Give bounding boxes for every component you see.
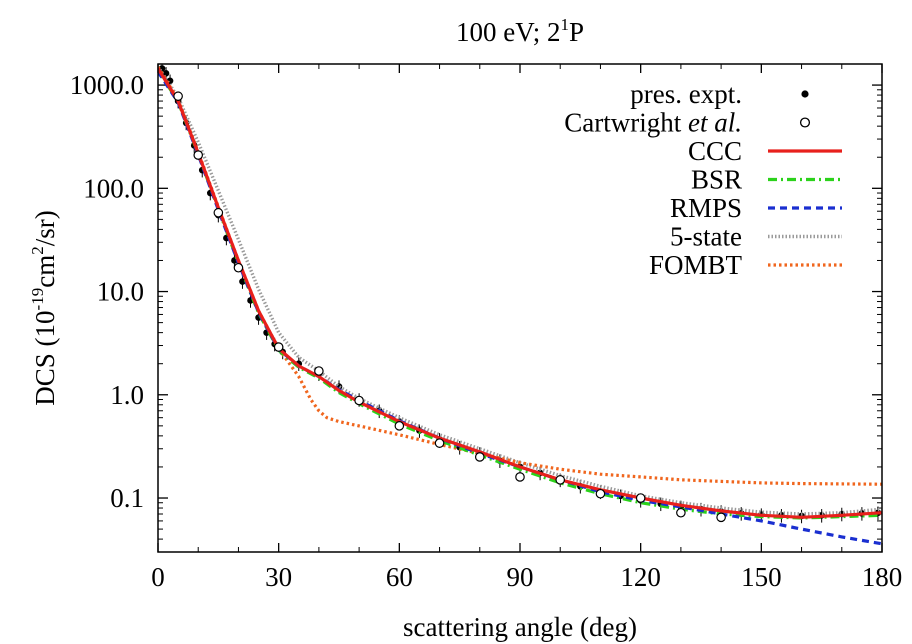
data-point-open [515,472,525,482]
data-point-open [474,452,485,462]
data-point-open [354,395,364,406]
data-point-open [676,507,686,518]
series-cartwright [173,91,726,523]
plot-series [158,64,882,546]
data-point-open [273,342,284,352]
series-line-5-state [158,65,882,516]
legend-label: CCC [688,136,742,166]
y-tick-label: 100.0 [83,173,144,203]
legend-label: Cartwright et al. [564,108,742,138]
data-point-open [213,207,224,218]
x-tick-label: 90 [507,562,534,592]
plot-frame [157,63,883,553]
data-point-open [555,475,566,485]
y-tick-label: 1000.0 [70,70,144,100]
legend-label: 5-state [670,222,742,252]
y-tick-label: 10.0 [97,277,144,307]
series-pres-expt [158,64,882,524]
series-line-ccc [158,67,882,519]
y-axis-label: DCS (10-19cm2/sr) [28,210,60,405]
legend: pres. expt.Cartwright et al.CCCBSRRMPS5-… [564,79,842,280]
legend-label: FOMBT [649,250,743,280]
data-point-open [173,91,183,102]
legend-label: pres. expt. [630,79,742,109]
series-line-fombt [158,66,882,486]
chart-title: 100 eV; 21P [456,15,584,47]
data-point-open [716,512,726,523]
legend-swatch [799,117,811,128]
axis-ticks: 0 30 60 90 120 150 180 0.1 1.0 10.0 100.0 1000.0 [70,64,903,592]
y-tick-label: 0.1 [110,483,144,513]
x-axis-label: scattering angle (deg) [403,612,637,642]
data-point [162,70,170,77]
data-point-open [595,488,606,499]
x-tick-label: 120 [620,562,661,592]
legend-label: BSR [691,165,742,195]
legend-label: RMPS [670,193,742,223]
data-point-open [233,262,244,273]
data-point-open [394,421,405,431]
x-tick-label: 30 [265,562,292,592]
data-point-open [635,493,646,503]
x-tick-label: 0 [151,562,165,592]
x-tick-label: 180 [862,562,903,592]
data-point-open [314,366,324,376]
x-tick-label: 60 [386,562,413,592]
legend-swatch [801,90,809,98]
data-point [239,278,246,285]
data-point-open [193,150,204,160]
data-point-open [434,438,445,448]
series-line-bsr [158,69,882,520]
y-tick-label: 1.0 [110,380,144,410]
x-tick-label: 150 [741,562,782,592]
